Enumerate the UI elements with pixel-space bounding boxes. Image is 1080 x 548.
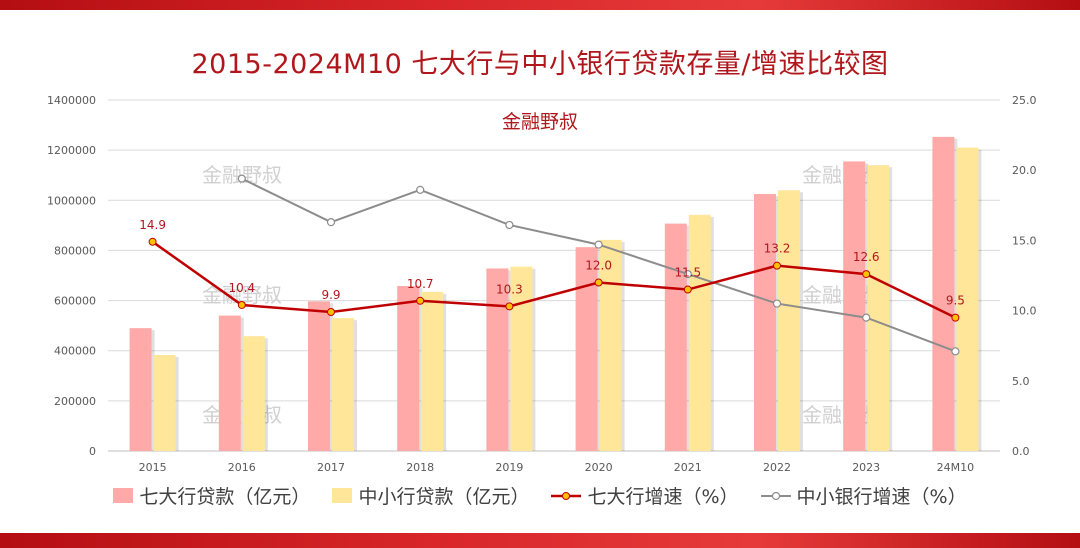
bar-small-banks bbox=[242, 336, 265, 451]
point-big-banks-growth bbox=[237, 300, 246, 309]
chart-subtitle: 金融野叔 bbox=[501, 111, 578, 133]
bar-small-banks bbox=[332, 318, 354, 451]
y-left-tick-label: 800000 bbox=[54, 244, 96, 257]
x-tick-label: 2017 bbox=[317, 461, 345, 474]
legend-item-big-banks-loans: 七大行贷款（亿元） bbox=[113, 482, 310, 509]
point-big-banks-growth bbox=[327, 308, 335, 317]
point-big-banks-growth bbox=[505, 302, 514, 311]
bar-big-banks bbox=[129, 328, 152, 451]
top-red-band bbox=[0, 0, 1080, 10]
legend-label: 中小银行增速（%） bbox=[796, 486, 967, 508]
y-right-tick-label: 25.0 bbox=[1012, 94, 1037, 107]
point-big-banks-growth bbox=[683, 285, 692, 294]
data-label-big-banks-growth: 12.6 bbox=[853, 250, 880, 264]
bar-small-banks bbox=[510, 266, 533, 451]
bar-big-banks bbox=[843, 161, 866, 452]
point-small-banks-growth bbox=[951, 347, 960, 356]
point-small-banks-growth bbox=[416, 185, 425, 194]
legend-swatch-yellow bbox=[332, 488, 353, 503]
legend-label: 中小行贷款（亿元） bbox=[358, 486, 530, 508]
bar-small-banks bbox=[778, 190, 800, 451]
y-left-tick-label: 1200000 bbox=[47, 144, 96, 157]
legend-line-gray-icon bbox=[760, 491, 791, 500]
bar-small-banks bbox=[153, 354, 176, 451]
bar-big-banks bbox=[218, 315, 241, 451]
point-big-banks-growth bbox=[951, 313, 960, 322]
x-tick-label: 2019 bbox=[495, 461, 523, 474]
legend: 七大行贷款（亿元） 中小行贷款（亿元） 七大行增速（%） 中小银行增速（%） bbox=[0, 482, 1080, 509]
line-big-banks-growth bbox=[151, 240, 956, 319]
legend-item-big-banks-growth: 七大行增速（%） bbox=[551, 482, 739, 509]
x-tick-label: 2020 bbox=[585, 461, 613, 474]
data-label-big-banks-growth: 10.7 bbox=[407, 277, 434, 291]
data-label-big-banks-growth: 9.5 bbox=[946, 294, 965, 308]
point-small-banks-growth bbox=[326, 218, 336, 227]
y-right-tick-label: 0.0 bbox=[1012, 445, 1030, 458]
chart-title: 2015-2024M10 七大行与中小银行贷款存量/增速比较图 bbox=[191, 49, 889, 80]
bar-small-banks bbox=[421, 291, 444, 451]
point-small-banks-growth bbox=[772, 299, 782, 308]
point-small-banks-growth bbox=[505, 220, 514, 230]
bar-small-banks bbox=[688, 214, 711, 451]
legend-label: 七大行贷款（亿元） bbox=[139, 486, 311, 508]
y-right-tick-label: 15.0 bbox=[1012, 234, 1037, 247]
bar-small-banks bbox=[867, 165, 890, 451]
x-tick-label: 24M10 bbox=[937, 461, 975, 474]
x-tick-label: 2016 bbox=[228, 461, 256, 474]
bottom-red-band bbox=[0, 533, 1080, 548]
bar-big-banks bbox=[754, 194, 776, 451]
point-small-banks-growth bbox=[594, 240, 603, 249]
y-right-tick-label: 5.0 bbox=[1012, 375, 1030, 388]
bar-big-banks bbox=[575, 247, 598, 451]
y-left-tick-label: 0 bbox=[89, 445, 96, 458]
y-left-tick-label: 600000 bbox=[54, 295, 96, 308]
data-label-big-banks-growth: 14.9 bbox=[139, 218, 166, 232]
data-label-big-banks-growth: 9.9 bbox=[321, 288, 340, 302]
point-small-banks-growth bbox=[683, 269, 692, 279]
data-label-big-banks-growth: 13.2 bbox=[764, 242, 791, 256]
x-tick-label: 2015 bbox=[139, 461, 167, 474]
data-label-big-banks-growth: 10.3 bbox=[496, 282, 523, 296]
y-right-tick-label: 20.0 bbox=[1012, 164, 1037, 177]
point-big-banks-growth bbox=[148, 237, 157, 246]
data-label-big-banks-growth: 10.4 bbox=[228, 281, 255, 295]
bar-big-banks bbox=[932, 136, 955, 452]
y-left-tick-label: 400000 bbox=[54, 345, 96, 358]
point-big-banks-growth bbox=[416, 296, 425, 305]
point-big-banks-growth bbox=[594, 278, 603, 287]
bar-big-banks bbox=[664, 223, 687, 451]
x-tick-label: 2021 bbox=[674, 461, 702, 474]
y-left-tick-label: 1000000 bbox=[47, 194, 96, 207]
point-big-banks-growth bbox=[773, 261, 781, 270]
x-tick-label: 2023 bbox=[852, 461, 880, 474]
bar-big-banks bbox=[308, 301, 330, 451]
y-left-tick-label: 1400000 bbox=[47, 94, 96, 107]
y-right-tick-label: 10.0 bbox=[1012, 305, 1037, 318]
legend-line-red-icon bbox=[551, 491, 582, 500]
bar-small-banks bbox=[599, 239, 622, 451]
legend-swatch-pink bbox=[113, 488, 134, 503]
legend-label: 七大行增速（%） bbox=[587, 486, 739, 508]
x-tick-label: 2018 bbox=[406, 461, 434, 474]
legend-item-small-banks-loans: 中小行贷款（亿元） bbox=[332, 482, 529, 509]
watermark-text: 金融野叔 bbox=[202, 403, 282, 427]
x-tick-label: 2022 bbox=[763, 461, 791, 474]
bar-big-banks bbox=[486, 268, 509, 451]
data-label-big-banks-growth: 12.0 bbox=[585, 259, 612, 273]
point-big-banks-growth bbox=[862, 270, 871, 279]
point-small-banks-growth bbox=[862, 313, 871, 322]
y-left-tick-label: 200000 bbox=[54, 395, 96, 408]
legend-item-small-banks-growth: 中小银行增速（%） bbox=[760, 482, 967, 509]
bar-small-banks bbox=[956, 147, 979, 451]
bar-big-banks bbox=[397, 286, 420, 451]
point-small-banks-growth bbox=[237, 174, 246, 183]
data-label-big-banks-growth: 11.5 bbox=[674, 266, 701, 280]
